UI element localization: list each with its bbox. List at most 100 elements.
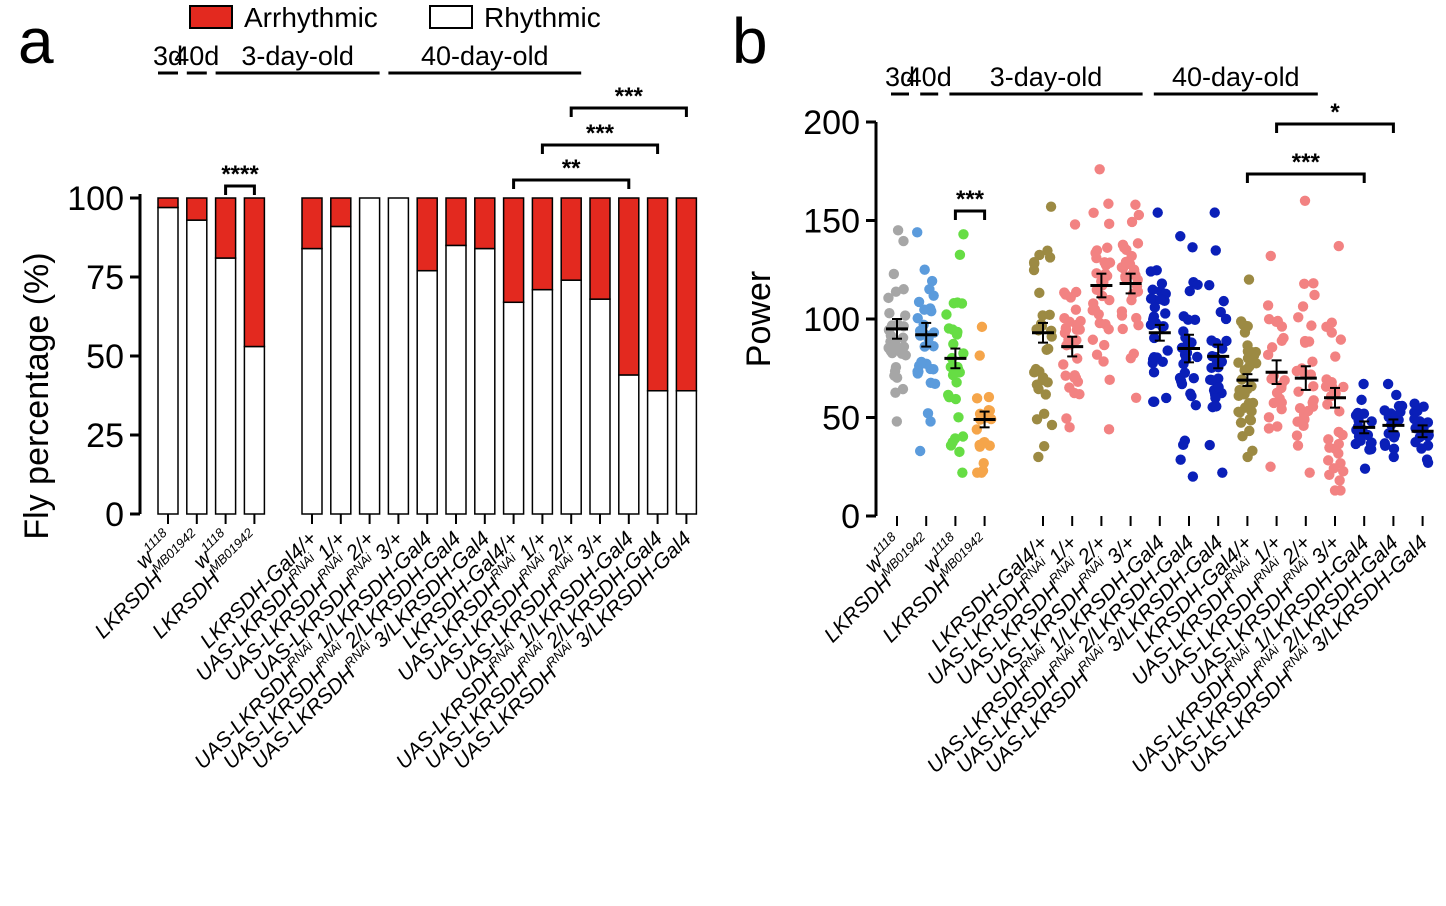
data-point <box>1190 399 1202 411</box>
panel-b-scatter-chart: 050100150200Powerw1118LKRSDHMB01942w1118… <box>740 62 1434 778</box>
data-point <box>898 284 909 295</box>
data-point <box>1030 363 1042 375</box>
data-point <box>1382 378 1394 390</box>
y-tick-label: 200 <box>803 104 860 142</box>
y-tick-label: 50 <box>86 338 124 376</box>
data-point <box>1120 256 1132 268</box>
significance-bracket <box>569 106 688 117</box>
significance-bracket <box>953 209 987 220</box>
significance-label: *** <box>586 120 615 147</box>
bar-arrhythmic-3 <box>243 197 266 348</box>
data-point <box>942 389 954 401</box>
significance-label: *** <box>1292 149 1321 176</box>
data-point <box>1070 304 1082 315</box>
bar-rhythmic-1 <box>186 219 208 515</box>
data-point <box>1334 406 1345 417</box>
data-point <box>1337 429 1348 441</box>
data-point <box>1157 321 1168 332</box>
data-point <box>1217 467 1228 478</box>
scatter-group-7 <box>1116 199 1145 403</box>
data-point <box>971 393 983 404</box>
y-tick-label: 0 <box>841 498 860 536</box>
data-point <box>943 323 955 334</box>
significance-bracket <box>1245 172 1366 183</box>
bar-arrhythmic-14 <box>589 197 611 300</box>
y-tick-label: 100 <box>67 180 124 218</box>
bar-arrhythmic-11 <box>502 197 525 304</box>
data-point <box>890 362 902 373</box>
data-point <box>1179 367 1191 378</box>
data-point <box>1069 219 1081 230</box>
data-point <box>1162 345 1173 356</box>
bar-rhythmic-6 <box>358 197 381 515</box>
data-point <box>1103 324 1114 335</box>
legend-rhythmic-swatch <box>429 5 473 29</box>
scatter-group-6 <box>1087 164 1116 435</box>
data-point <box>1234 407 1245 418</box>
data-point <box>1220 313 1232 325</box>
data-point <box>919 304 930 315</box>
data-point <box>1148 311 1160 322</box>
bar-arrhythmic-4 <box>301 197 323 250</box>
bar-rhythmic-2 <box>214 257 237 515</box>
data-point <box>916 356 927 368</box>
data-point <box>1044 309 1055 321</box>
data-point <box>1335 334 1347 345</box>
bar-rhythmic-7 <box>387 197 410 515</box>
data-point <box>1204 439 1215 451</box>
bar-rhythmic-16 <box>646 390 669 515</box>
data-point <box>1242 321 1253 332</box>
data-point <box>1395 406 1406 418</box>
data-point <box>1265 250 1276 262</box>
data-point <box>1074 388 1085 400</box>
data-point <box>1247 445 1258 457</box>
y-tick-label: 150 <box>803 203 860 241</box>
data-point <box>1272 315 1283 327</box>
bar-rhythmic-11 <box>502 301 525 515</box>
data-point <box>897 345 908 357</box>
data-point <box>1028 264 1040 276</box>
bar-arrhythmic-15 <box>618 197 640 376</box>
data-point <box>976 321 988 333</box>
data-point <box>1178 358 1189 370</box>
bar-rhythmic-15 <box>618 374 640 515</box>
group-label: 3d <box>885 62 915 92</box>
data-point <box>1157 356 1168 367</box>
data-point <box>1246 406 1257 417</box>
data-point <box>1309 289 1320 301</box>
bar-rhythmic-5 <box>330 225 352 515</box>
data-point <box>919 264 930 275</box>
bar-rhythmic-0 <box>157 206 179 515</box>
significance-bracket <box>540 143 660 154</box>
data-point <box>912 227 923 238</box>
data-point <box>952 297 963 308</box>
scatter-group-12 <box>1262 250 1290 472</box>
data-point <box>1117 323 1128 335</box>
data-point <box>1098 356 1109 367</box>
data-point <box>1038 440 1050 452</box>
data-point <box>978 458 989 469</box>
significance-bracket <box>1275 122 1395 133</box>
data-point <box>1365 438 1377 450</box>
significance-b-0: *** <box>953 186 987 220</box>
data-point <box>1130 392 1142 403</box>
data-point <box>1320 381 1332 392</box>
bar-rhythmic-3 <box>243 345 266 515</box>
data-point <box>1038 408 1050 420</box>
data-point <box>1065 292 1076 303</box>
bar-rhythmic-4 <box>301 247 323 515</box>
data-point <box>1244 425 1255 437</box>
data-point <box>1060 324 1072 336</box>
data-point <box>1234 384 1245 396</box>
data-point <box>898 235 909 247</box>
data-point <box>1292 416 1303 427</box>
data-point <box>1334 475 1345 486</box>
data-point <box>1416 443 1427 454</box>
data-point <box>1328 463 1340 474</box>
legend-arrhythmic-swatch <box>189 5 233 29</box>
data-point <box>1128 348 1140 359</box>
panel-a-letter: a <box>18 5 54 77</box>
data-point <box>971 424 983 435</box>
data-point <box>1034 249 1045 261</box>
